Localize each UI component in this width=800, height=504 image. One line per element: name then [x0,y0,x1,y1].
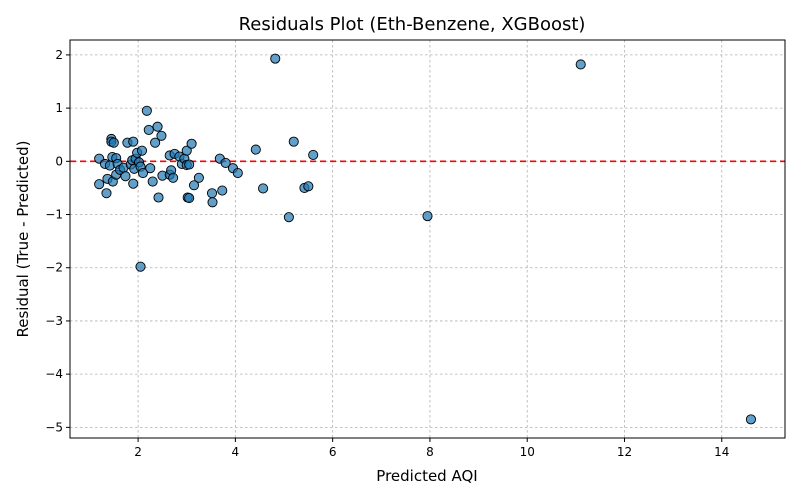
data-point [422,211,433,222]
data-point [250,144,261,155]
data-point [101,188,112,199]
y-tick-label: −5 [45,420,63,434]
x-tick-label: 6 [329,445,337,459]
data-point [120,171,131,182]
y-tick-label: 1 [55,101,63,115]
data-point [128,136,139,147]
data-point [135,261,146,272]
y-tick-label: −3 [45,314,63,328]
x-tick-label: 2 [134,445,142,459]
data-point [206,188,218,199]
data-point [186,138,197,149]
data-point [207,197,218,208]
data-point [152,121,163,132]
y-axis-label: Residual (True - Predicted) [14,140,32,337]
data-point [94,179,105,190]
data-point [184,192,195,204]
data-point [153,192,164,203]
data-point [232,167,243,179]
data-point [136,145,148,156]
data-point [220,157,231,168]
data-point [270,53,281,64]
x-tick-label: 8 [426,445,434,459]
data-point [184,159,195,170]
data-point [283,212,294,223]
data-point [147,176,158,187]
plot-frame [69,39,786,439]
x-tick-label: 4 [232,445,240,459]
data-point [181,145,192,156]
data-point [145,163,156,174]
data-point [141,105,152,116]
y-tick-label: −1 [45,208,63,222]
data-point [575,59,586,70]
data-point [303,181,314,192]
data-point [308,149,319,160]
data-point [188,180,200,191]
x-tick-label: 12 [617,445,632,459]
data-point [217,185,228,196]
x-axis-label: Predicted AQI [376,467,477,485]
data-point [258,183,269,194]
scatter-points [94,53,757,425]
grid-lines [70,40,785,438]
y-tick-label: 0 [55,154,63,168]
y-tick-label: −4 [45,367,63,381]
chart-title: Residuals Plot (Eth-Benzene, XGBoost) [239,14,586,35]
data-point [108,137,119,148]
x-tick-label: 14 [714,445,729,459]
data-point [128,178,139,189]
y-tick-label: 2 [55,48,63,62]
y-tick-label: −2 [45,261,63,275]
data-point [143,124,154,135]
data-point [137,167,149,179]
data-point [193,172,204,183]
data-point [168,172,179,183]
x-tick-label: 10 [520,445,535,459]
data-point [745,414,757,425]
data-point [288,136,299,147]
data-point [150,137,161,148]
data-point [156,130,167,141]
